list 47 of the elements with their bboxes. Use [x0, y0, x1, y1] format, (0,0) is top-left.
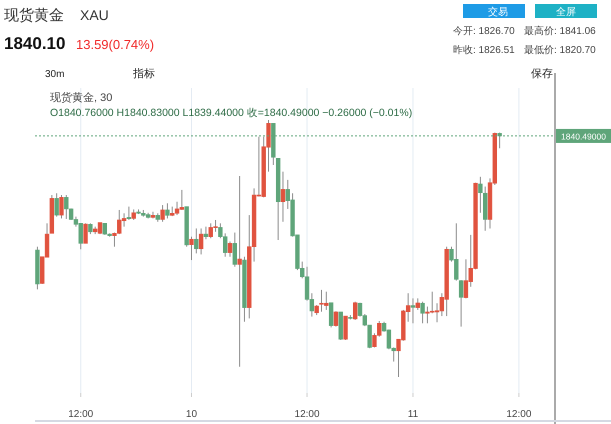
- text: 今开: 1826.70: [453, 25, 516, 37]
- text: O1840.76000 H1840.83000 L1839.44000 收=1840.49000 −0.26000 (−0.01%): [50, 107, 412, 119]
- text: 指标: [132, 68, 155, 80]
- x-tick-label: 10: [186, 409, 198, 420]
- candlestick: [314, 304, 319, 316]
- candlestick: [328, 302, 334, 328]
- text: 最低价: 1820.70: [524, 44, 596, 56]
- candlestick: [478, 176, 483, 214]
- chart-title: 现货黄金: [4, 7, 64, 24]
- candlestick: [165, 202, 170, 219]
- candlestick: [160, 204, 165, 222]
- candlestick: [54, 192, 59, 218]
- text: 30m: [45, 69, 64, 80]
- candlestick: [410, 298, 416, 324]
- chart-subtitle: XAU: [80, 7, 109, 23]
- text: 13.59(0.74%): [76, 37, 154, 52]
- candlestick: [352, 301, 358, 320]
- x-tick-label: 11: [408, 409, 419, 420]
- text: 全屏: [556, 6, 576, 18]
- candlestick: [204, 226, 208, 240]
- candlestick: [83, 222, 88, 244]
- text: 1840.10: [4, 34, 66, 53]
- candlestick: [458, 280, 464, 328]
- candlestick: [334, 310, 338, 328]
- x-tick-label: 12:00: [506, 409, 532, 420]
- x-tick-label: 12:00: [68, 409, 94, 420]
- candlestick: [228, 241, 232, 258]
- candlestick: [126, 206, 132, 220]
- candlestick: [343, 316, 348, 340]
- text: 保存: [531, 68, 553, 80]
- candlestick: [88, 222, 93, 235]
- candlestick: [232, 232, 238, 268]
- candlestick: [198, 228, 204, 255]
- text: 1840.49000: [561, 131, 606, 142]
- text: 最高价: 1841.06: [524, 25, 596, 37]
- candlestick: [237, 176, 242, 368]
- text: 现货黄金, 30: [50, 91, 112, 104]
- text: 交易: [488, 6, 508, 18]
- candlestick: [416, 298, 420, 310]
- text: 昨收: 1826.51: [453, 44, 516, 56]
- x-tick-label: 12:00: [294, 409, 320, 420]
- candlestick: [280, 171, 286, 222]
- candlestick: [194, 228, 198, 254]
- candlestick: [189, 236, 194, 261]
- candlestick: [420, 301, 425, 324]
- candlestick: [59, 194, 64, 219]
- candlestick: [132, 208, 136, 220]
